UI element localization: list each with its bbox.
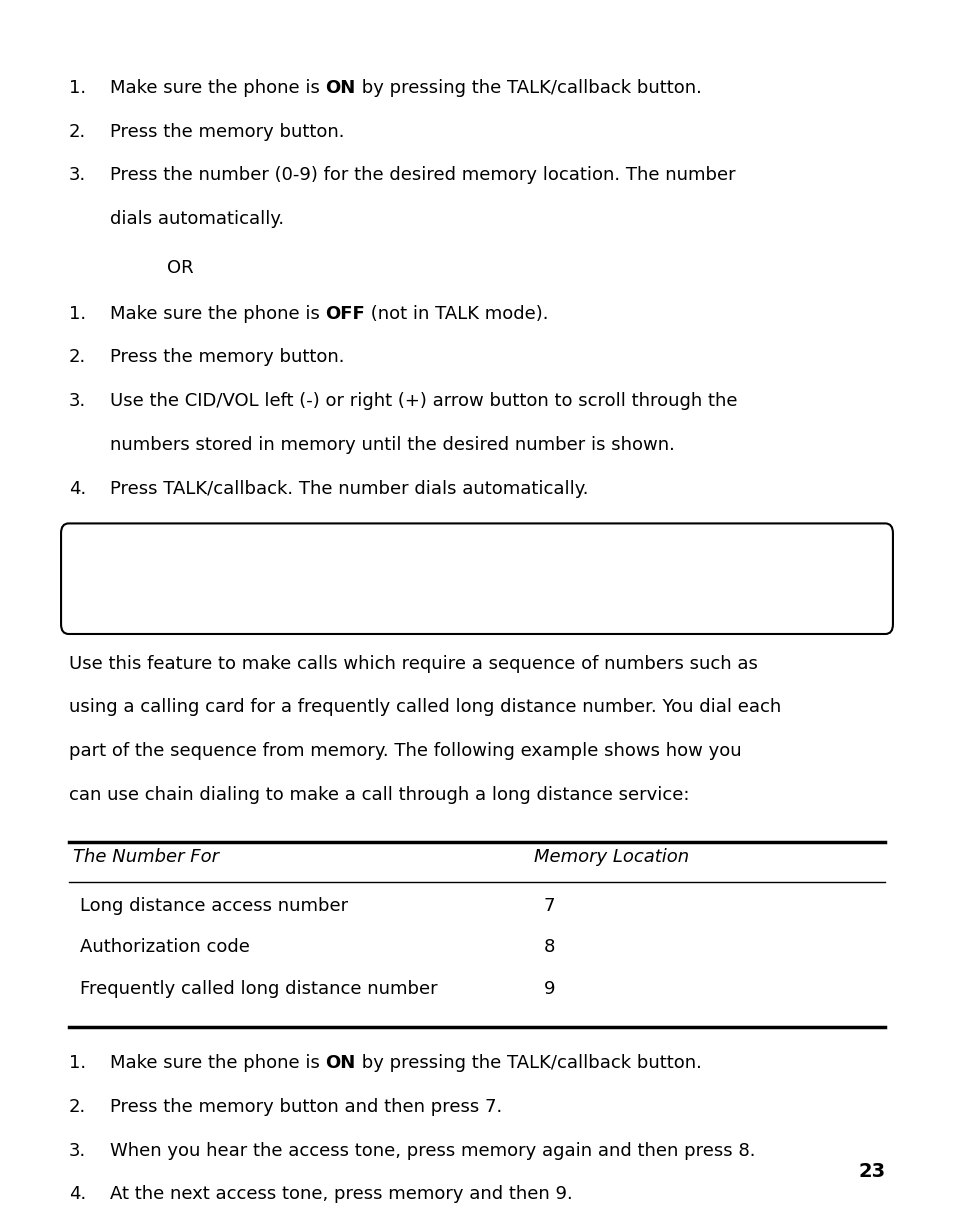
Text: Use the CID/VOL left (-) or right (+) arrow button to scroll through the: Use the CID/VOL left (-) or right (+) ar… — [110, 392, 737, 411]
Text: When you hear the access tone, press memory again and then press 8.: When you hear the access tone, press mem… — [110, 1142, 755, 1159]
Text: Make sure the phone is: Make sure the phone is — [110, 1055, 325, 1072]
Text: ON: ON — [325, 79, 355, 97]
FancyBboxPatch shape — [61, 524, 892, 634]
Text: At the next access tone, press memory and then 9.: At the next access tone, press memory an… — [110, 1186, 572, 1203]
Text: Make sure the phone is: Make sure the phone is — [110, 305, 325, 323]
Text: Authorization code: Authorization code — [80, 938, 250, 956]
Text: 3.: 3. — [69, 1142, 86, 1159]
Text: can use chain dialing to make a call through a long distance service:: can use chain dialing to make a call thr… — [69, 786, 688, 804]
Text: 2.: 2. — [69, 123, 86, 141]
Text: Press TALK/callback. The number dials automatically.: Press TALK/callback. The number dials au… — [110, 480, 588, 498]
Text: 4.: 4. — [69, 1186, 86, 1203]
Text: by pressing the TALK/callback button.: by pressing the TALK/callback button. — [355, 79, 700, 97]
Text: 3.: 3. — [69, 166, 86, 185]
Text: 23: 23 — [858, 1162, 884, 1181]
Text: Frequently called long distance number: Frequently called long distance number — [80, 979, 437, 998]
Text: 1.: 1. — [69, 79, 86, 97]
Text: Use this feature to make calls which require a sequence of numbers such as: Use this feature to make calls which req… — [69, 655, 757, 673]
Text: Press the number (0-9) for the desired memory location. The number: Press the number (0-9) for the desired m… — [110, 166, 735, 185]
Text: OFF: OFF — [325, 305, 365, 323]
Text: dials automatically.: dials automatically. — [110, 210, 284, 228]
Text: 8: 8 — [543, 938, 555, 956]
Text: The Number For: The Number For — [73, 848, 219, 866]
Text: 3.: 3. — [69, 392, 86, 411]
Text: OR: OR — [167, 259, 193, 277]
Text: by pressing the TALK/callback button.: by pressing the TALK/callback button. — [355, 1055, 700, 1072]
Text: 2.: 2. — [69, 349, 86, 367]
Text: Press the memory button and then press 7.: Press the memory button and then press 7… — [110, 1098, 501, 1115]
Text: Press the memory button.: Press the memory button. — [110, 123, 344, 141]
Text: Long distance access number: Long distance access number — [80, 897, 348, 915]
Text: Make sure the phone is: Make sure the phone is — [110, 79, 325, 97]
Text: ON: ON — [325, 1055, 355, 1072]
Text: (not in TALK mode).: (not in TALK mode). — [365, 305, 548, 323]
Text: numbers stored in memory until the desired number is shown.: numbers stored in memory until the desir… — [110, 436, 674, 454]
Text: 4.: 4. — [69, 480, 86, 498]
Text: using a calling card for a frequently called long distance number. You dial each: using a calling card for a frequently ca… — [69, 699, 781, 717]
Text: 2.: 2. — [69, 1098, 86, 1115]
Text: 1.: 1. — [69, 1055, 86, 1072]
Text: Press the memory button.: Press the memory button. — [110, 349, 344, 367]
Text: 7: 7 — [543, 897, 555, 915]
Text: 1.: 1. — [69, 305, 86, 323]
Text: Memory Location: Memory Location — [534, 848, 689, 866]
Text: 9: 9 — [543, 979, 555, 998]
Text: part of the sequence from memory. The following example shows how you: part of the sequence from memory. The fo… — [69, 742, 740, 761]
